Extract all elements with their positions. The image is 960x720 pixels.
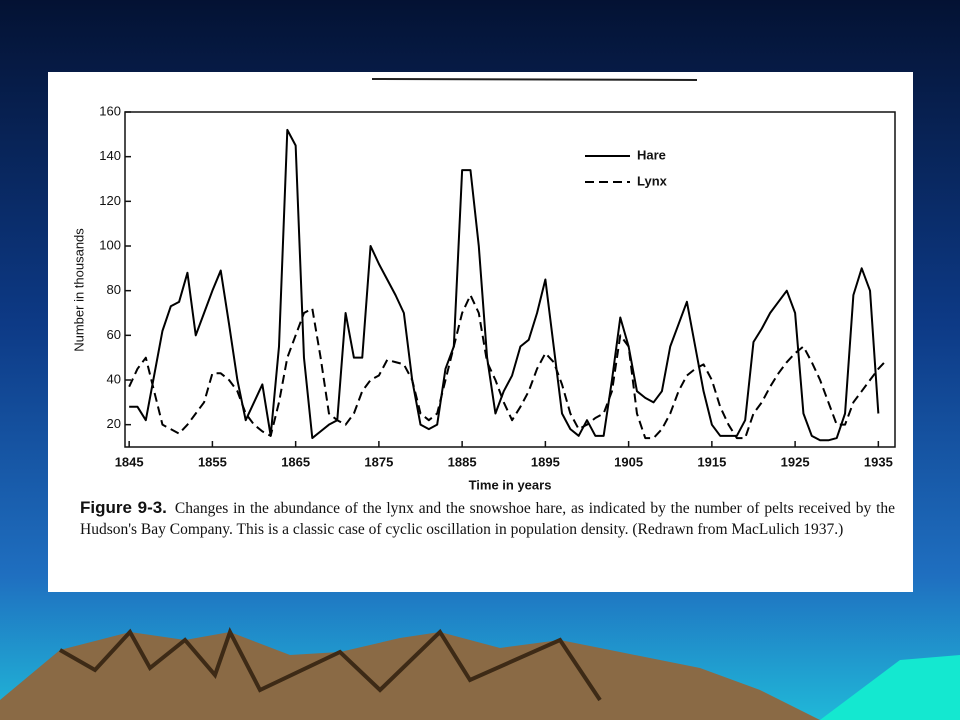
y-axis-label: Number in thousands: [71, 228, 86, 352]
x-tick-label: 1865: [281, 454, 310, 469]
x-tick-label: 1925: [781, 454, 810, 469]
x-tick-label: 1935: [864, 454, 893, 469]
series-line: [129, 128, 880, 442]
x-tick-label: 1875: [364, 454, 393, 469]
y-tick-label: 160: [99, 103, 121, 118]
legend-label: Lynx: [637, 173, 668, 188]
y-tick-label: 100: [99, 237, 121, 252]
x-tick-label: 1915: [697, 454, 726, 469]
y-tick-label: 80: [107, 282, 121, 297]
figure-label: Figure 9-3.: [80, 498, 167, 517]
plot-frame: [124, 111, 896, 448]
x-tick-label: 1905: [614, 454, 643, 469]
caption-text: Changes in the abundance of the lynx and…: [80, 500, 896, 538]
figure-panel: [48, 72, 913, 592]
x-tick-label: 1895: [531, 454, 560, 469]
y-tick-label: 40: [107, 371, 121, 386]
sea: [820, 655, 960, 720]
mountains: [0, 632, 820, 720]
series-line: [128, 294, 888, 440]
x-axis-label: Time in years: [469, 477, 552, 492]
x-tick-label: 1845: [115, 454, 144, 469]
y-tick-label: 20: [107, 416, 121, 431]
legend-label: Hare: [637, 147, 666, 162]
caption: Figure 9-3. Changes in the abundance of t…: [80, 497, 895, 540]
y-tick-label: 120: [99, 193, 121, 208]
mountain-ridges: [59, 626, 602, 702]
x-tick-label: 1855: [198, 454, 227, 469]
x-tick-label: 1885: [448, 454, 477, 469]
y-tick-label: 60: [107, 327, 121, 342]
y-tick-label: 140: [99, 148, 121, 163]
top-rule: [371, 78, 698, 81]
